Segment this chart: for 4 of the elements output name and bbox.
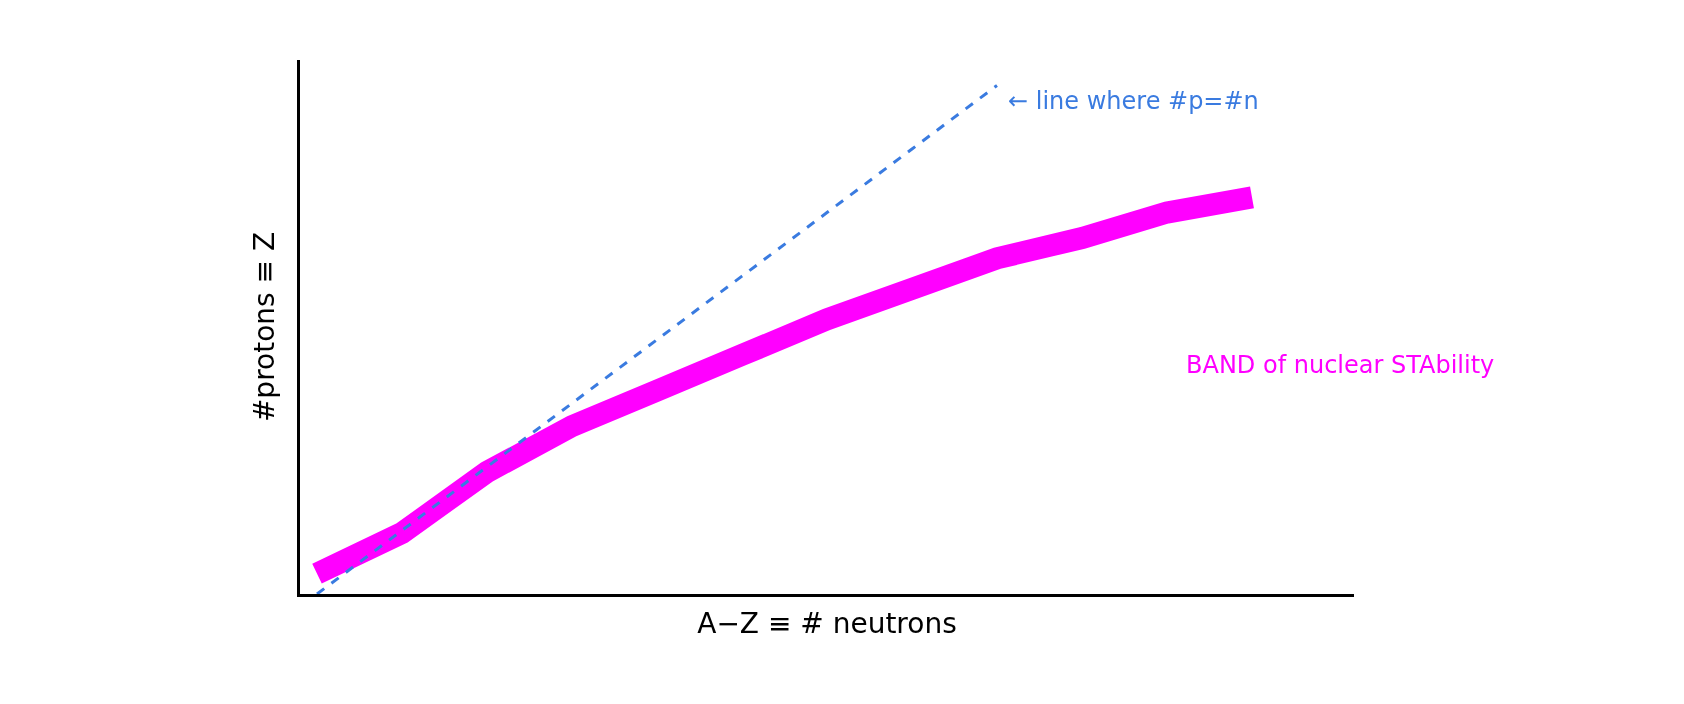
annotation: ← line where #p=#n <box>1008 87 1259 115</box>
annotation: BAND of nuclear STAbility <box>1186 351 1495 379</box>
x-axis-title: A−Z ≡ # neutrons <box>697 606 957 640</box>
y-axis-title: #protons ≡ Z <box>247 231 281 423</box>
